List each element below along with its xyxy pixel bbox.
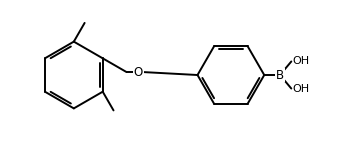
Text: B: B (276, 69, 284, 82)
Text: OH: OH (292, 84, 310, 93)
Text: O: O (134, 66, 143, 79)
Text: OH: OH (292, 56, 310, 66)
